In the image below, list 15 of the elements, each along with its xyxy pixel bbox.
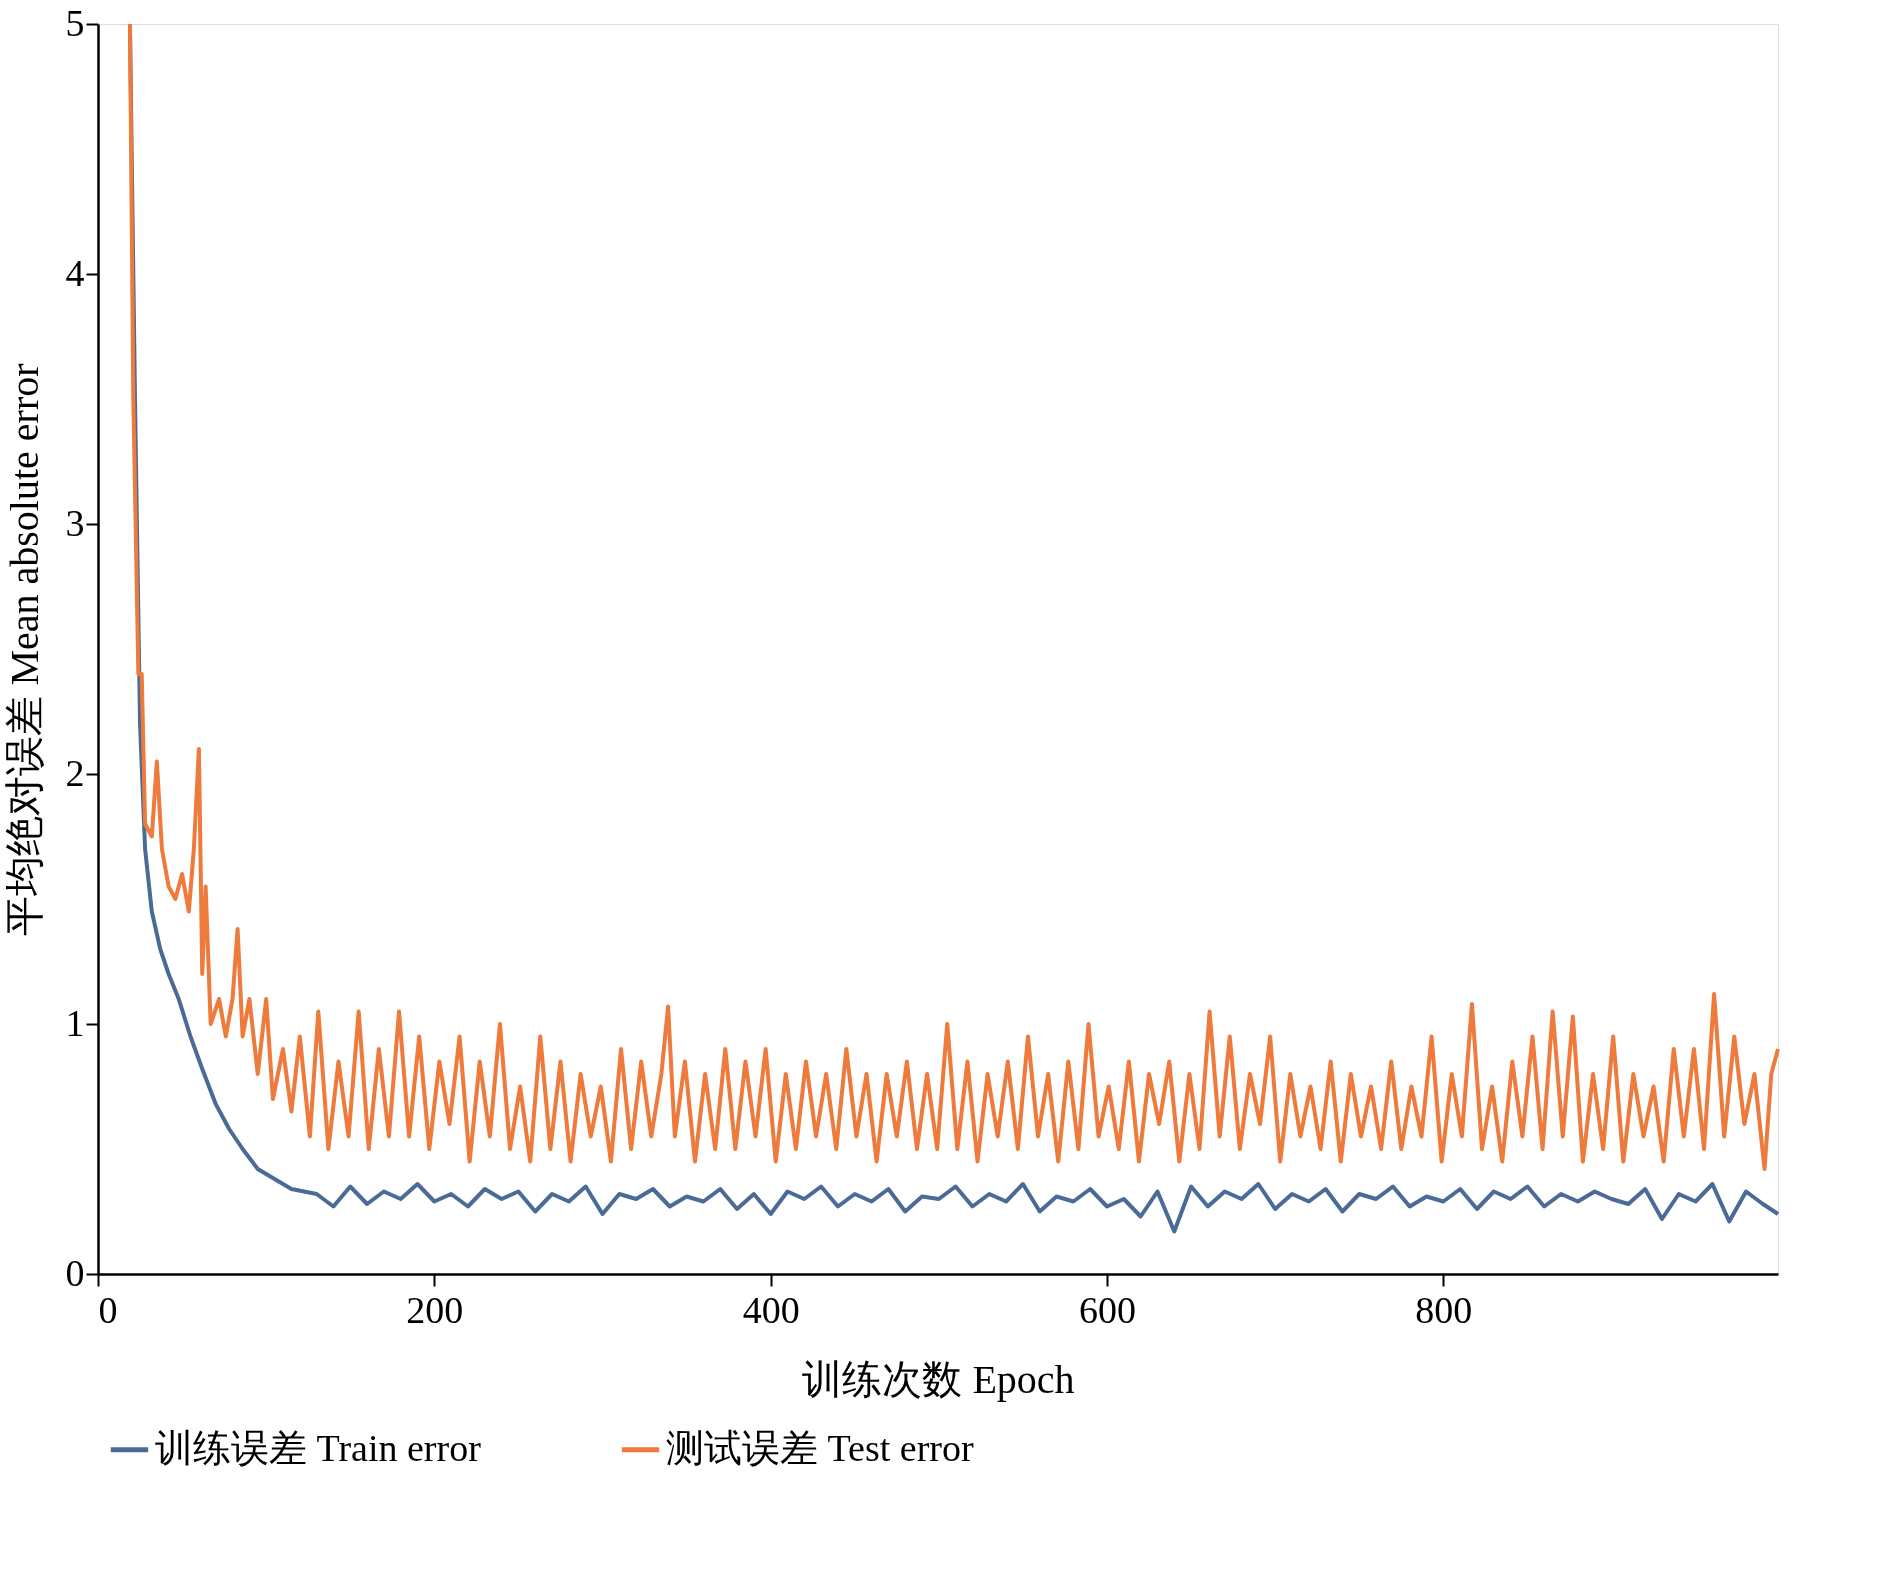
x-axis-title: 训练次数 Epoch (802, 1356, 1075, 1402)
x-tick-label: 600 (1079, 1288, 1137, 1331)
y-tick-label: 1 (65, 1001, 85, 1044)
x-tick-label: 200 (406, 1288, 464, 1331)
y-axis-title: 平均绝对误差 Mean absolute error (1, 363, 47, 936)
y-tick-label: 2 (65, 751, 85, 794)
x-tick-label: 0 (98, 1288, 118, 1331)
legend-label: 测试误差 Test error (666, 1426, 974, 1469)
legend-label: 训练误差 Train error (155, 1426, 482, 1469)
y-tick-label: 4 (65, 251, 85, 294)
y-tick-label: 5 (65, 1, 85, 44)
x-tick-label: 400 (742, 1288, 800, 1331)
y-tick-label: 3 (65, 501, 85, 544)
y-tick-label: 0 (65, 1251, 85, 1294)
x-tick-label: 800 (1415, 1288, 1473, 1331)
